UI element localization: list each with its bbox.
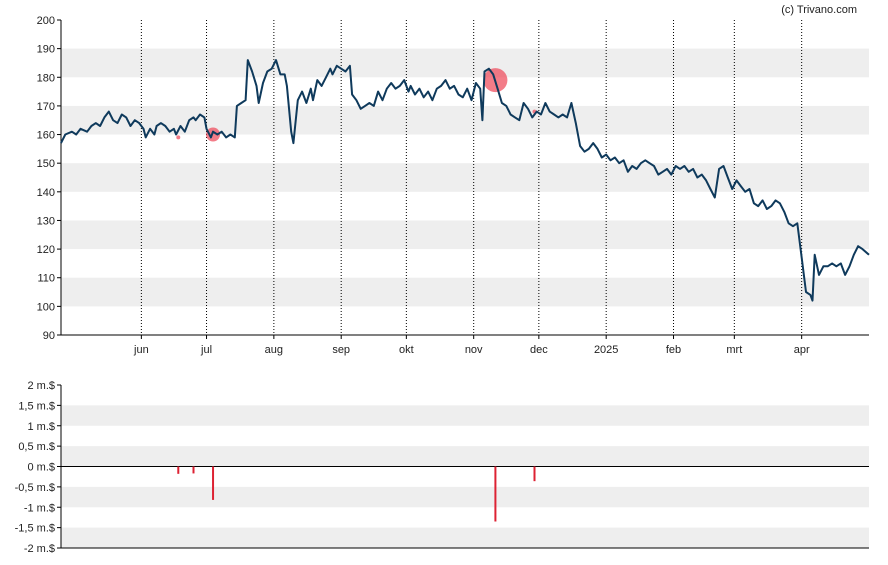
price-tick-label: 190 (37, 44, 55, 56)
x-tick-label: okt (399, 344, 414, 356)
price-line-layer (60, 59, 870, 302)
volume-tick-label: -2 m.$ (24, 543, 55, 555)
volume-band (61, 405, 869, 426)
credit-text: (c) Trivano.com (781, 4, 857, 16)
price-band (61, 277, 869, 307)
trade-marker (206, 127, 221, 142)
x-tick-label: apr (794, 344, 810, 356)
volume-bars (177, 466, 536, 522)
volume-tick-label: -1 m.$ (24, 502, 55, 514)
x-tick-label: jun (133, 344, 149, 356)
price-tick-label: 90 (43, 330, 55, 342)
price-tick-label: 150 (37, 158, 55, 170)
x-tick-label: jul (200, 344, 212, 356)
x-tick-label: mrt (726, 344, 742, 356)
price-tick-label: 130 (37, 215, 55, 227)
price-y-ticks: 90 100 110 120 130 140 150 160 170 180 190 200 (37, 15, 61, 342)
price-band (61, 220, 869, 250)
price-band (61, 163, 869, 192)
price-line (60, 59, 870, 302)
volume-tick-label: -1,5 m.$ (15, 523, 55, 535)
x-tick-label: aug (265, 344, 283, 356)
price-tick-label: 170 (37, 101, 55, 113)
price-tick-label: 200 (37, 15, 55, 27)
price-tick-label: 110 (37, 273, 55, 285)
volume-tick-label: 2 m.$ (27, 380, 55, 392)
trade-marker (176, 135, 181, 140)
volume-tick-label: 1 m.$ (27, 421, 55, 433)
volume-tick-label: 0 m.$ (27, 462, 55, 474)
price-band (61, 105, 869, 135)
price-tick-label: 180 (37, 72, 55, 84)
price-band (61, 48, 869, 78)
volume-tick-label: 0,5 m.$ (18, 441, 55, 453)
volume-tick-label: -0,5 m.$ (15, 482, 55, 494)
x-tick-label: feb (666, 344, 681, 356)
volume-band (61, 486, 869, 508)
price-tick-label: 100 (37, 301, 55, 313)
x-tick-label: 2025 (594, 344, 618, 356)
volume-y-ticks: -2 m.$ -1,5 m.$ -1 m.$ -0,5 m.$ 0 m.$ 0,5 m.$… (15, 380, 61, 555)
x-tick-label: dec (530, 344, 548, 356)
x-tick-label: sep (332, 344, 350, 356)
volume-band (61, 446, 869, 467)
x-tick-label: nov (465, 344, 483, 356)
volume-bands (61, 405, 869, 548)
price-tick-label: 160 (37, 130, 55, 142)
price-tick-label: 140 (37, 187, 55, 199)
x-ticks: jun jul aug sep okt nov dec 2025 feb mrt apr (133, 335, 810, 356)
volume-band (61, 527, 869, 548)
price-tick-label: 120 (37, 244, 55, 256)
volume-tick-label: 1,5 m.$ (18, 400, 55, 412)
price-bands (61, 48, 869, 307)
